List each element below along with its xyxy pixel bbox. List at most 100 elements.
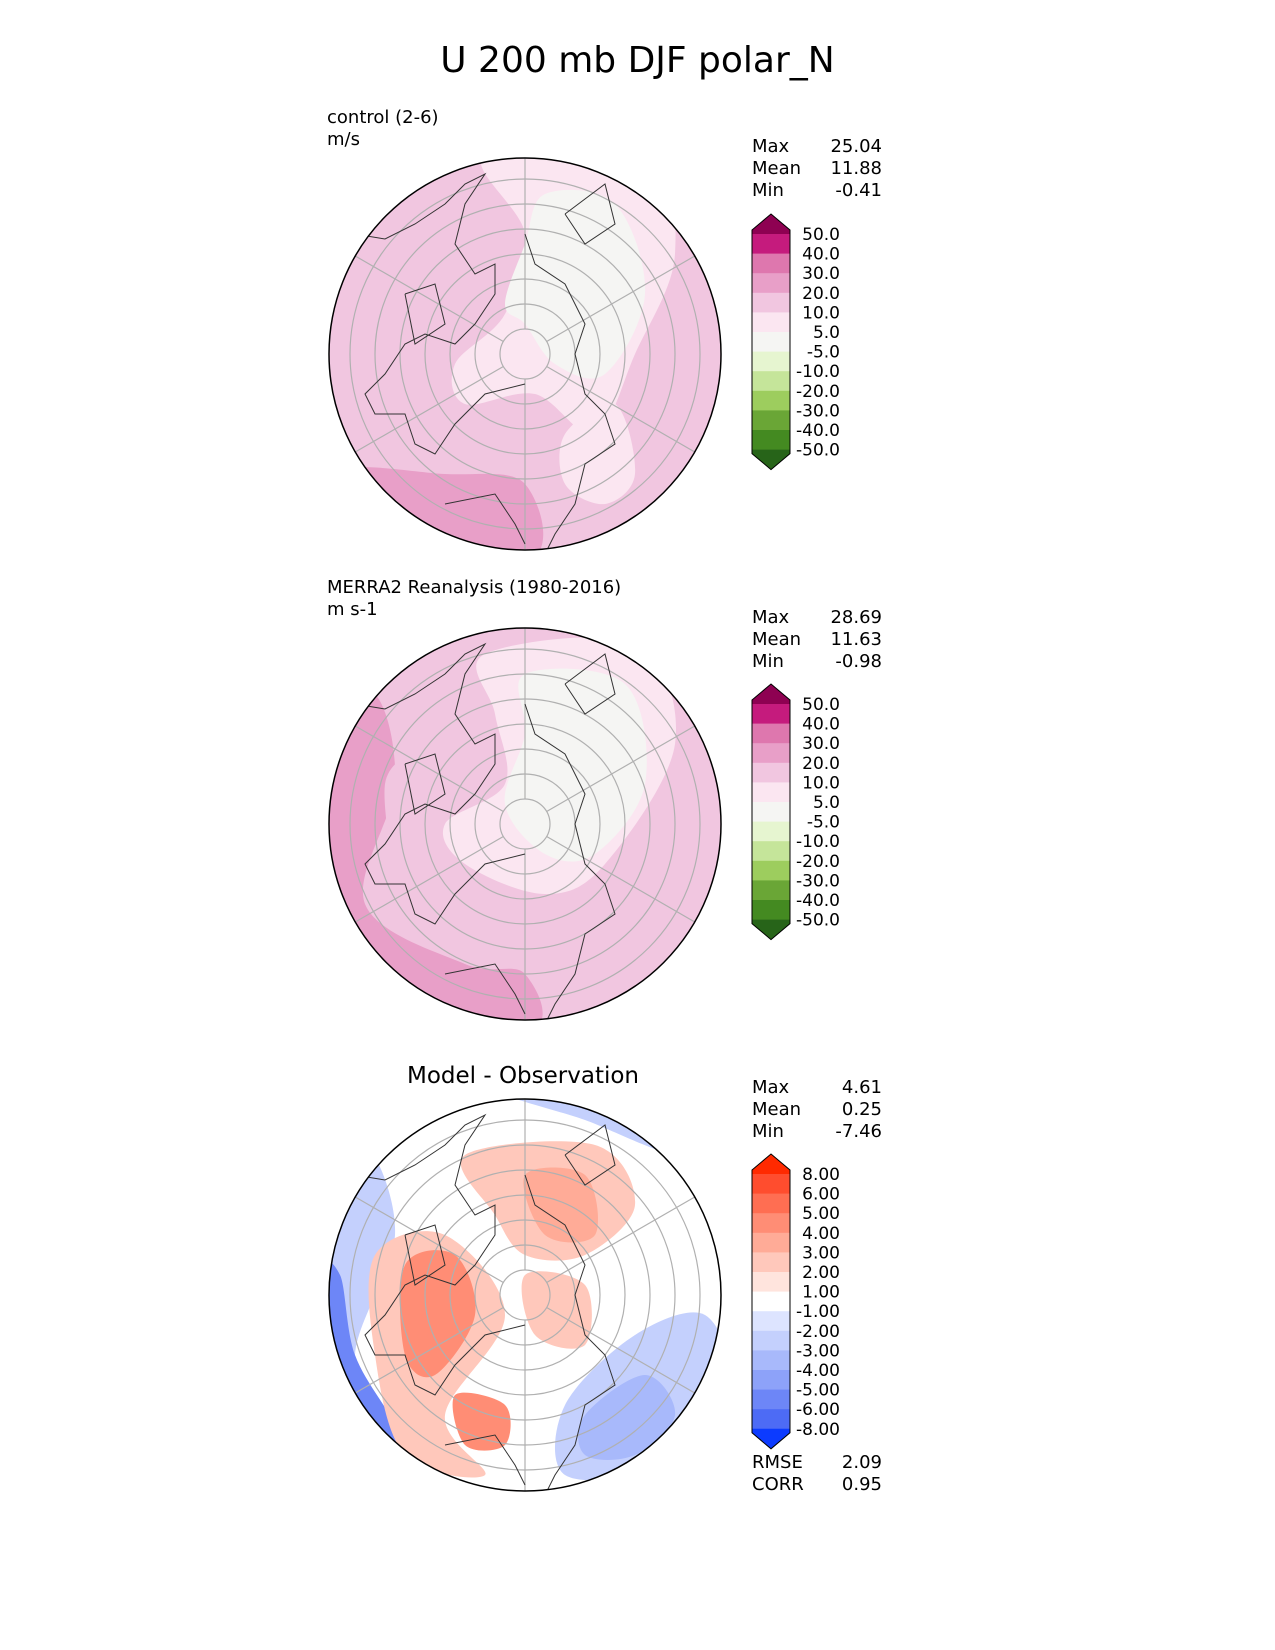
coastline <box>404 1224 446 1286</box>
field-contour-5 <box>504 668 647 862</box>
colorbar-tick-label: 50.0 <box>802 695 840 715</box>
colorbar-outline <box>751 1153 791 1450</box>
coastline <box>444 963 526 1015</box>
colorbar-tick-label: -10.0 <box>796 362 840 382</box>
stat-label: Mean <box>752 629 802 650</box>
colorbar-segment <box>752 1232 790 1253</box>
stat-label: Max <box>752 136 790 157</box>
colorbar-extend-min <box>752 1428 790 1449</box>
colorbar-tick-label: -30.0 <box>796 401 840 421</box>
colorbar-tick-label: 6.00 <box>802 1185 840 1205</box>
colorbar-segment <box>752 253 790 274</box>
stat-value: 11.63 <box>830 629 882 650</box>
test-dataset-name: control (2-6) <box>327 107 439 128</box>
colorbar-tick-label: 10.0 <box>802 773 840 793</box>
colorbar-segment <box>752 900 790 921</box>
test-panel-label: control (2-6) m/s <box>327 107 439 151</box>
test-colorbar: 50.040.030.020.010.05.0-5.0-10.0-20.0-30… <box>751 213 840 471</box>
field-contour-neg4 <box>578 1375 676 1460</box>
colorbar-tick-label: 5.0 <box>813 793 840 813</box>
stat-label: Min <box>752 651 784 672</box>
reference-units: m s-1 <box>327 599 378 620</box>
colorbar-tick-label: -30.0 <box>796 871 840 891</box>
colorbar-tick-label: 50.0 <box>802 225 840 245</box>
stat-label: RMSE <box>752 1452 803 1473</box>
stat-label: CORR <box>752 1474 804 1495</box>
map-field <box>329 158 721 550</box>
colorbar-outline <box>751 683 791 941</box>
stat-label: Max <box>752 1077 790 1098</box>
colorbar-segment <box>752 312 790 333</box>
colorbar-segment <box>752 371 790 392</box>
map-boundary <box>328 1098 722 1492</box>
colorbar-tick-label: -8.00 <box>796 1420 840 1440</box>
diff-panel-title: Model - Observation <box>406 1063 640 1089</box>
longitude-gridline <box>546 255 696 343</box>
colorbar-segment <box>752 1409 790 1430</box>
colorbar-outline <box>751 213 791 471</box>
figure-title: U 200 mb DJF polar_N <box>440 40 835 81</box>
coastline <box>354 1113 526 1396</box>
reference-stats: Max 28.69 Mean 11.63 Min -0.98 <box>752 607 882 673</box>
colorbar-tick-label: -2.00 <box>796 1322 840 1342</box>
colorbar-tick-label: -5.00 <box>796 1381 840 1401</box>
stat-value: 4.61 <box>841 1077 882 1098</box>
colorbar-segment <box>752 1311 790 1332</box>
colorbar-segment <box>752 273 790 294</box>
colorbar-extend-max <box>752 1154 790 1174</box>
colorbar-tick-label: -20.0 <box>796 852 840 872</box>
colorbar-tick-label: -50.0 <box>796 911 840 931</box>
colorbar-segment <box>752 782 790 803</box>
colorbar-segment <box>752 1370 790 1391</box>
field-contour-20 <box>329 466 544 550</box>
longitude-gridline <box>354 1196 504 1284</box>
longitude-gridline <box>354 835 504 923</box>
stat-value: 25.04 <box>830 136 882 157</box>
colorbar-extend-max <box>752 684 790 704</box>
colorbar-segment <box>752 1389 790 1410</box>
field-contour-3 <box>523 1167 598 1243</box>
colorbar-tick-label: 2.00 <box>802 1263 840 1283</box>
stat-value: -7.46 <box>835 1121 882 1142</box>
colorbar-tick-label: 30.0 <box>802 734 840 754</box>
coastline <box>354 172 526 455</box>
stat-value: 11.88 <box>830 158 882 179</box>
longitude-gridline <box>354 725 504 813</box>
longitude-gridline <box>546 1306 696 1394</box>
colorbar-tick-label: -40.0 <box>796 421 840 441</box>
colorbar-segment <box>752 723 790 744</box>
colorbar-segment <box>752 1213 790 1234</box>
colorbar-segment <box>752 332 790 353</box>
coastline <box>524 703 616 1020</box>
test-units: m/s <box>327 129 360 150</box>
longitude-gridline <box>546 365 696 453</box>
map-boundary <box>328 627 722 1021</box>
colorbar-tick-label: 1.00 <box>802 1283 840 1303</box>
colorbar-tick-label: -4.00 <box>796 1361 840 1381</box>
colorbar-segment <box>752 1272 790 1293</box>
colorbar-tick-label: -10.0 <box>796 832 840 852</box>
colorbar-tick-label: 5.0 <box>813 323 840 343</box>
coastline <box>444 1434 526 1486</box>
colorbar-segment <box>752 821 790 842</box>
colorbar-segment <box>752 704 790 725</box>
reference-dataset-name: MERRA2 Reanalysis (1980-2016) <box>327 577 622 598</box>
field-contour-15 <box>384 756 446 912</box>
colorbar-tick-label: -5.0 <box>807 813 840 833</box>
longitude-gridline <box>354 365 504 453</box>
longitude-gridline <box>354 1306 504 1394</box>
diff-error-stats: RMSE 2.09 CORR 0.95 <box>752 1452 882 1496</box>
colorbar-segment <box>752 743 790 764</box>
longitude-gridline <box>546 835 696 923</box>
test-stats: Max 25.04 Mean 11.88 Min -0.41 <box>752 136 882 202</box>
colorbar-segment <box>752 292 790 313</box>
colorbar-extend-max <box>752 214 790 234</box>
diff-polar-map <box>328 1098 722 1492</box>
reference-panel-label: MERRA2 Reanalysis (1980-2016) m s-1 <box>327 577 621 621</box>
map-boundary <box>328 157 722 551</box>
colorbar-segment <box>752 234 790 255</box>
reference-colorbar: 50.040.030.020.010.05.0-5.0-10.0-20.0-30… <box>751 683 840 941</box>
colorbar-segment <box>752 410 790 431</box>
colorbar-tick-label: 40.0 <box>802 715 840 735</box>
colorbar-segment <box>752 390 790 411</box>
